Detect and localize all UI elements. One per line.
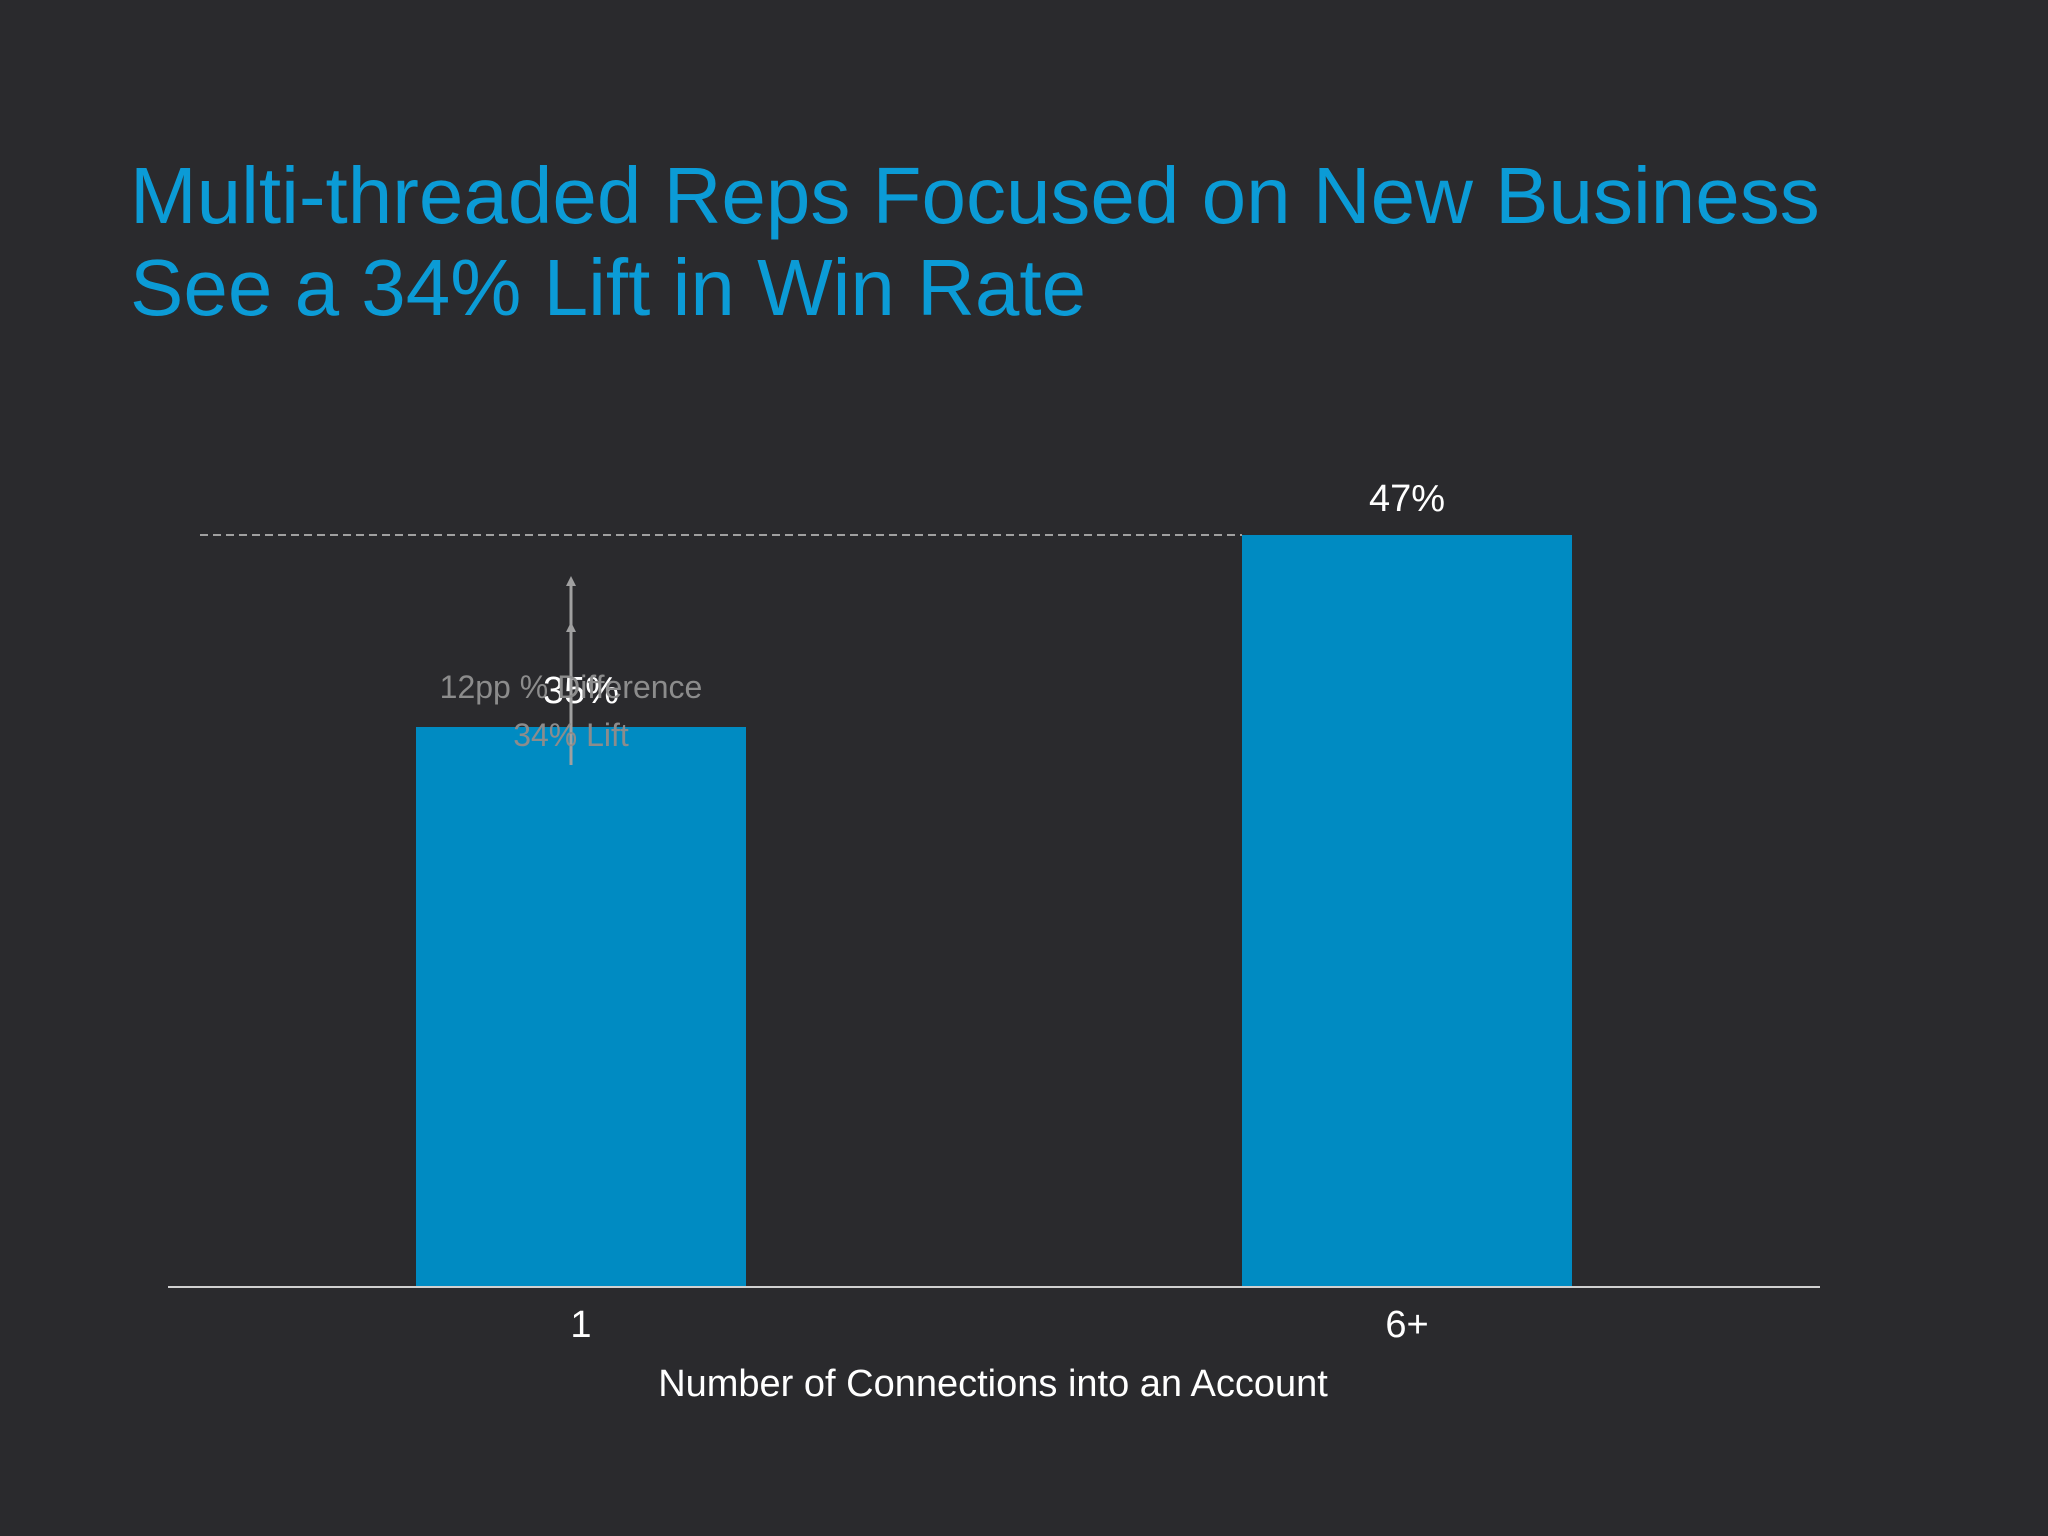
x-tick-label-1: 6+ — [1385, 1304, 1428, 1346]
bar-value-label-0: 35% — [543, 670, 619, 712]
bar-1 — [1242, 535, 1572, 1287]
difference-annotation: 12pp % Difference 34% Lift — [440, 576, 703, 765]
bar-value-label-1: 47% — [1369, 478, 1445, 520]
chart-title-line-2: See a 34% Lift in Win Rate — [130, 243, 1087, 332]
chart-title: Multi-threaded Reps Focused on New Busin… — [130, 150, 1930, 334]
bar-0 — [416, 727, 746, 1287]
annotation-line-1: 12pp % Difference — [440, 669, 703, 705]
annotation-line-2: 34% Lift — [513, 717, 629, 753]
x-tick-label-0: 1 — [570, 1304, 591, 1346]
bars-layer: 35% 1 47% 6+ — [416, 478, 1572, 1346]
chart-title-line-1: Multi-threaded Reps Focused on New Busin… — [130, 151, 1820, 240]
x-axis-label: Number of Connections into an Account — [658, 1363, 1328, 1405]
